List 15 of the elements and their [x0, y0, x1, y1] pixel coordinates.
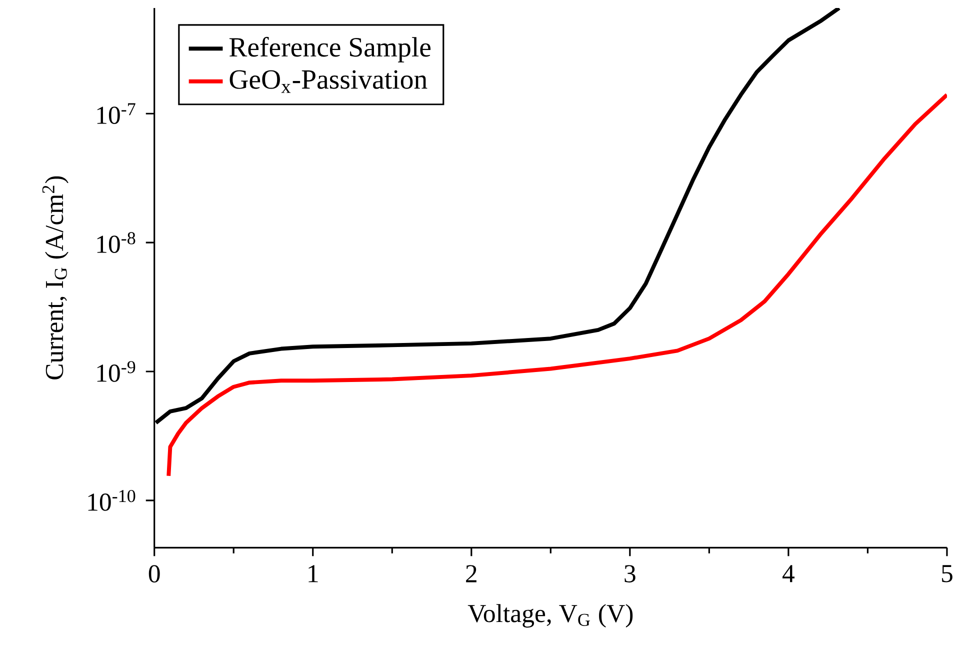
- line-series: [166, 92, 947, 478]
- y-tick-label: 10$^{-9}$: [97, 360, 136, 382]
- x-tick-label: 0: [148, 565, 160, 582]
- y-tick-label: 10$^{-7}$: [97, 103, 136, 124]
- y-axis-title: Current, I$_{G}$ (A/cm$^{2}$): [42, 176, 68, 380]
- x-tick-label: 3: [624, 565, 636, 582]
- x-tick-label: 1: [308, 565, 318, 582]
- x-tick-label: 4: [782, 565, 794, 582]
- y-tick-label: 10$^{-8}$: [97, 232, 136, 253]
- legend-label: Reference Sample: [229, 36, 431, 62]
- x-axis-title: Voltage, V$_{G}$ (V): [468, 604, 633, 628]
- y-tick-label: 10$^{-10}$: [88, 490, 136, 511]
- x-tick-label: 5: [942, 565, 952, 582]
- x-tick-label: 2: [466, 565, 476, 582]
- legend-label: GeO$_{x}$-Passivation: [230, 70, 428, 93]
